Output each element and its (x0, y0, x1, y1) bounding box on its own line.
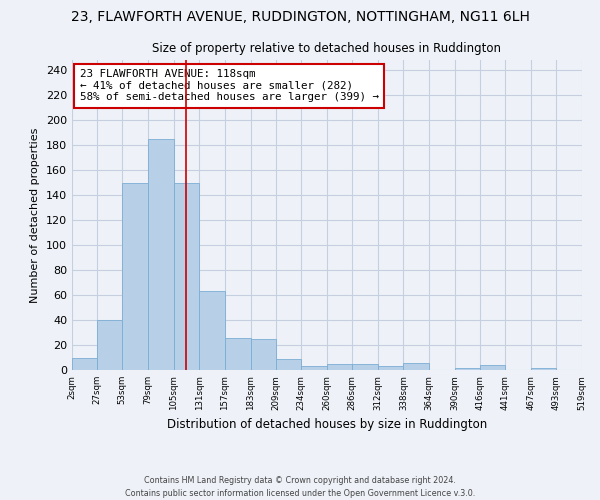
Bar (199, 291, 225, 370)
Text: Contains HM Land Registry data © Crown copyright and database right 2024.
Contai: Contains HM Land Registry data © Crown c… (125, 476, 475, 498)
Bar (276, 359, 301, 370)
Bar (352, 364, 378, 370)
Bar (148, 138, 173, 370)
Text: 23, FLAWFORTH AVENUE, RUDDINGTON, NOTTINGHAM, NG11 6LH: 23, FLAWFORTH AVENUE, RUDDINGTON, NOTTIN… (71, 10, 529, 24)
Bar (301, 366, 326, 370)
Bar (403, 362, 429, 370)
Bar (72, 358, 97, 370)
Bar (481, 365, 505, 370)
Bar (378, 366, 403, 370)
Bar (173, 182, 199, 370)
Title: Size of property relative to detached houses in Ruddington: Size of property relative to detached ho… (152, 42, 502, 54)
Bar (455, 368, 481, 370)
Bar (225, 338, 251, 370)
Bar (531, 368, 556, 370)
Bar (122, 182, 148, 370)
Bar (251, 339, 276, 370)
Bar (97, 320, 122, 370)
X-axis label: Distribution of detached houses by size in Ruddington: Distribution of detached houses by size … (167, 418, 487, 431)
Text: 23 FLAWFORTH AVENUE: 118sqm
← 41% of detached houses are smaller (282)
58% of se: 23 FLAWFORTH AVENUE: 118sqm ← 41% of det… (80, 70, 379, 102)
Bar (326, 364, 352, 370)
Y-axis label: Number of detached properties: Number of detached properties (31, 128, 40, 302)
